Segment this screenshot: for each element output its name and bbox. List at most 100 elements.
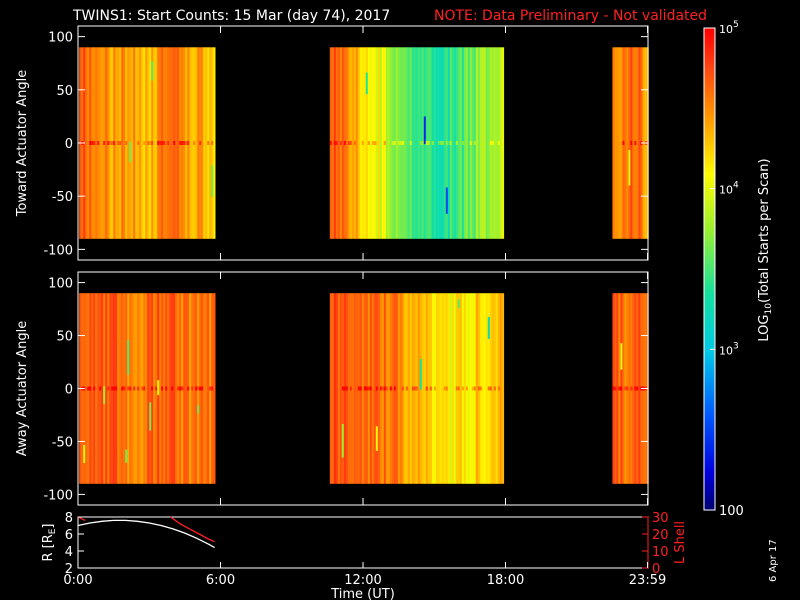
zero-band-cell — [113, 386, 116, 391]
zero-band-cell — [445, 141, 449, 145]
heat-column — [201, 47, 204, 239]
zero-band-cell — [473, 141, 477, 145]
colorbar-cell — [704, 475, 715, 479]
heat-column — [189, 47, 192, 239]
colorbar-cell — [704, 236, 715, 240]
heat-column — [441, 293, 445, 484]
heat-column — [485, 293, 489, 484]
heat-column — [189, 293, 192, 484]
colorbar-cell — [704, 307, 715, 310]
zero-band-cell — [191, 386, 194, 391]
heat-streak — [375, 426, 379, 451]
heat-column — [616, 47, 619, 239]
colorbar-cell — [704, 28, 715, 31]
colorbar-cell — [704, 485, 715, 489]
colorbar-tick-label: 100 — [719, 504, 744, 519]
colorbar-cell — [704, 176, 715, 180]
heat-column — [95, 47, 98, 239]
colorbar-cell — [704, 375, 715, 379]
colorbar-cell — [704, 254, 715, 258]
colorbar-cell — [704, 70, 715, 73]
colorbar-label-sub: 10 — [764, 303, 774, 315]
zero-band-cell — [161, 386, 164, 391]
colorbar-cell — [704, 273, 715, 276]
zero-band-cell — [207, 141, 210, 145]
zero-band-cell — [93, 141, 96, 145]
zero-band-cell — [471, 386, 475, 391]
r-axis-label: R [RE] — [41, 523, 58, 561]
heat-column — [475, 47, 479, 239]
colorbar-cell — [704, 192, 715, 196]
zero-band-cell — [455, 386, 459, 391]
colorbar-cell — [704, 493, 715, 497]
heat-column — [139, 47, 142, 239]
colorbar-cell — [704, 501, 715, 505]
zero-band-cell — [489, 386, 493, 391]
zero-band-cell — [367, 386, 371, 391]
zero-band-cell — [193, 141, 196, 145]
heat-column — [379, 47, 383, 239]
colorbar-cell — [704, 347, 715, 350]
colorbar-cell — [704, 337, 715, 340]
zero-band-cell — [455, 141, 459, 145]
heat-streak — [341, 424, 345, 458]
zero-band-cell — [341, 386, 345, 391]
heat-streak — [127, 340, 130, 375]
heat-column — [427, 293, 431, 484]
x-tick-label: 23:59 — [629, 573, 666, 588]
zero-band-cell — [123, 386, 126, 391]
colorbar-cell — [704, 258, 715, 262]
x-tick-label: 6:00 — [206, 573, 235, 588]
colorbar-cell — [704, 363, 715, 366]
zero-band-cell — [479, 386, 483, 391]
x-tick-label: 12:00 — [344, 573, 381, 588]
zero-band-cell — [161, 141, 164, 145]
heat-column — [197, 47, 200, 239]
heat-column — [119, 293, 122, 484]
zero-band-cell — [359, 386, 363, 391]
colorbar-cell — [704, 497, 715, 501]
zero-band-cell — [111, 141, 114, 145]
zero-band-cell — [491, 141, 495, 145]
heat-column — [501, 293, 505, 484]
zero-band-cell — [177, 386, 180, 391]
colorbar-cell — [704, 190, 715, 194]
heat-column — [357, 47, 361, 239]
colorbar-cell — [704, 277, 715, 280]
heat-column — [183, 293, 186, 484]
heat-column — [167, 293, 170, 484]
heat-column — [205, 293, 208, 484]
colorbar-cell — [704, 387, 715, 391]
colorbar-cell — [704, 373, 715, 377]
colorbar-cell — [704, 166, 715, 170]
colorbar-cell — [704, 431, 715, 435]
zero-band-cell — [630, 141, 633, 145]
toward-panel: 100 50 0 -50 -100 Toward Actuator Angle — [15, 25, 649, 261]
colorbar-cell — [704, 459, 715, 463]
colorbar-frame — [703, 27, 716, 511]
heat-column — [97, 293, 100, 484]
colorbar-cell — [704, 40, 715, 43]
heat-column — [87, 47, 90, 239]
colorbar-cell — [704, 156, 715, 160]
zero-band-cell — [127, 386, 130, 391]
colorbar-cell — [704, 417, 715, 421]
zero-band-cell — [367, 141, 371, 145]
colorbar-cell — [704, 178, 715, 182]
zero-band-cell — [624, 386, 627, 391]
zero-band-cell — [141, 386, 144, 391]
heat-column — [413, 47, 417, 239]
colorbar-cell — [704, 206, 715, 210]
colorbar-cell — [704, 122, 715, 125]
heat-column — [339, 293, 343, 484]
colorbar-cell — [704, 289, 715, 292]
colorbar-cell — [704, 437, 715, 441]
zero-band-cell — [107, 386, 110, 391]
colorbar-cell — [704, 142, 715, 146]
colorbar-cell — [704, 351, 715, 354]
heat-column — [331, 293, 335, 484]
heat-column — [123, 47, 126, 239]
colorbar-cell — [704, 495, 715, 499]
colorbar-cell — [704, 447, 715, 451]
